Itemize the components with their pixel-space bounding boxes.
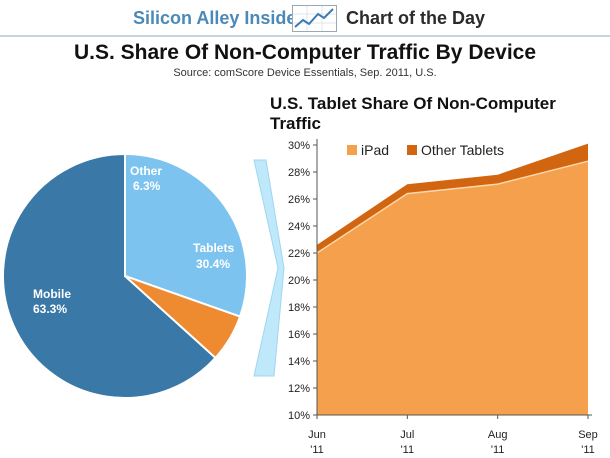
pie-chart: Mobile 63.3% Tablets 30.4% Other 6.3% [1, 152, 248, 399]
x-tick-label: Jun '11 [308, 429, 326, 456]
legend-label-other-tablets: Other Tablets [421, 142, 504, 158]
pie-value-other: 6.3% [133, 179, 161, 193]
y-tick-label: 26% [288, 194, 310, 206]
pie-slice-tablets [124, 152, 248, 318]
right-chevron-arrow-icon [253, 159, 285, 377]
y-tick-label: 14% [288, 356, 310, 368]
legend-swatch-other-tablets [407, 145, 417, 155]
chart-of-the-day-label: Chart of the Day [346, 8, 486, 28]
y-tick-label: 10% [288, 410, 310, 422]
x-axis-ticks: Jun '11 Jul '11 Aug '11 Sep '11 [308, 415, 598, 456]
pie-value-tablets: 30.4% [196, 257, 230, 271]
brand-name: Silicon Alley Insider [133, 8, 304, 28]
area-series-ipad [317, 161, 588, 415]
pie-label-tablets: Tablets [193, 241, 234, 255]
pie-label-other: Other [130, 164, 162, 178]
x-tick-label: Sep '11 [578, 429, 598, 456]
pie-label-mobile: Mobile [33, 287, 71, 301]
ipad-top-edge [316, 160, 589, 254]
area-chart: 10% 12% 14% 16% 18% 20% 22% 24% 26% 28% 30% Jun '11… [288, 139, 598, 456]
pie-slice-other [124, 275, 242, 360]
y-tick-label: 20% [288, 275, 310, 287]
y-axis-ticks: 10% 12% 14% 16% 18% 20% 22% 24% 26% 28% 30% [288, 140, 317, 422]
y-tick-label: 24% [288, 221, 310, 233]
area-series-other-tablets [317, 143, 588, 253]
x-tick-label: Jul '11 [400, 429, 414, 456]
y-tick-label: 28% [288, 167, 310, 179]
header-bar: Silicon Alley Insider Chart of the Day [0, 0, 610, 37]
y-tick-label: 12% [288, 383, 310, 395]
x-tick-label: Aug '11 [488, 429, 508, 456]
y-tick-label: 16% [288, 329, 310, 341]
pie-slice-mobile [1, 152, 217, 399]
page-title: U.S. Share Of Non-Computer Traffic By De… [73, 41, 537, 64]
pie-value-mobile: 63.3% [33, 302, 67, 316]
legend-swatch-ipad [347, 145, 357, 155]
area-chart-title: U.S. Tablet Share Of Non-Computer Traffi… [270, 94, 556, 133]
y-tick-label: 22% [288, 248, 310, 260]
trend-chart-icon [292, 5, 337, 32]
legend: iPad Other Tablets [347, 142, 504, 158]
legend-label-ipad: iPad [361, 142, 389, 158]
y-tick-label: 18% [288, 302, 310, 314]
y-tick-label: 30% [288, 140, 310, 152]
source-note: Source: comScore Device Essentials, Sep.… [173, 67, 437, 79]
